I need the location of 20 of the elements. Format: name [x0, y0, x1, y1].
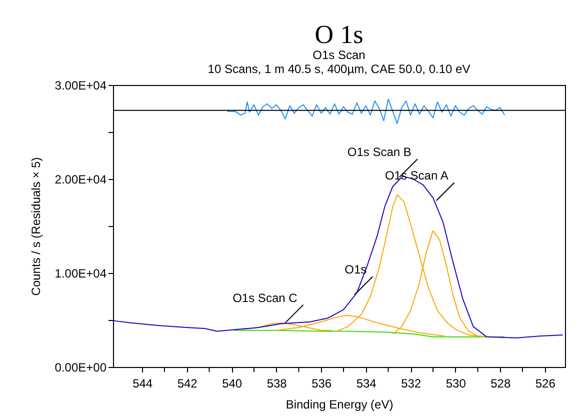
- x-tick-label: 534: [356, 376, 377, 390]
- x-tick-label: 542: [177, 376, 198, 390]
- x-tick-label: 540: [222, 376, 242, 390]
- x-tick-label: 532: [401, 376, 422, 390]
- annotation: O1s Scan C: [232, 290, 298, 305]
- x-axis-title: Binding Energy (eV): [286, 398, 394, 412]
- chart-title: O 1s: [314, 20, 364, 49]
- chart-subtitle: O1s Scan 10 Scans, 1 m 40.5 s, 400µm, CAE 50.0, 0.10 eV: [208, 48, 470, 76]
- x-tick-label: 526: [535, 376, 556, 390]
- x-tick-label: 544: [132, 376, 153, 390]
- x-tick-label: 536: [312, 376, 332, 390]
- x-tick-label: 528: [490, 376, 511, 390]
- x-tick-label: 538: [266, 376, 288, 390]
- y-axis-title: Counts / s (Residuals × 5): [28, 157, 43, 296]
- y-tick-label: 1.00E+04: [54, 266, 107, 280]
- x-tick-label: 530: [446, 376, 466, 390]
- y-tick-label: 0.00E+00: [54, 360, 107, 374]
- y-tick-label: 2.00E+04: [54, 172, 107, 186]
- annotation: O1s Scan B: [347, 145, 412, 160]
- y-tick-label: 3.00E+04: [54, 78, 107, 92]
